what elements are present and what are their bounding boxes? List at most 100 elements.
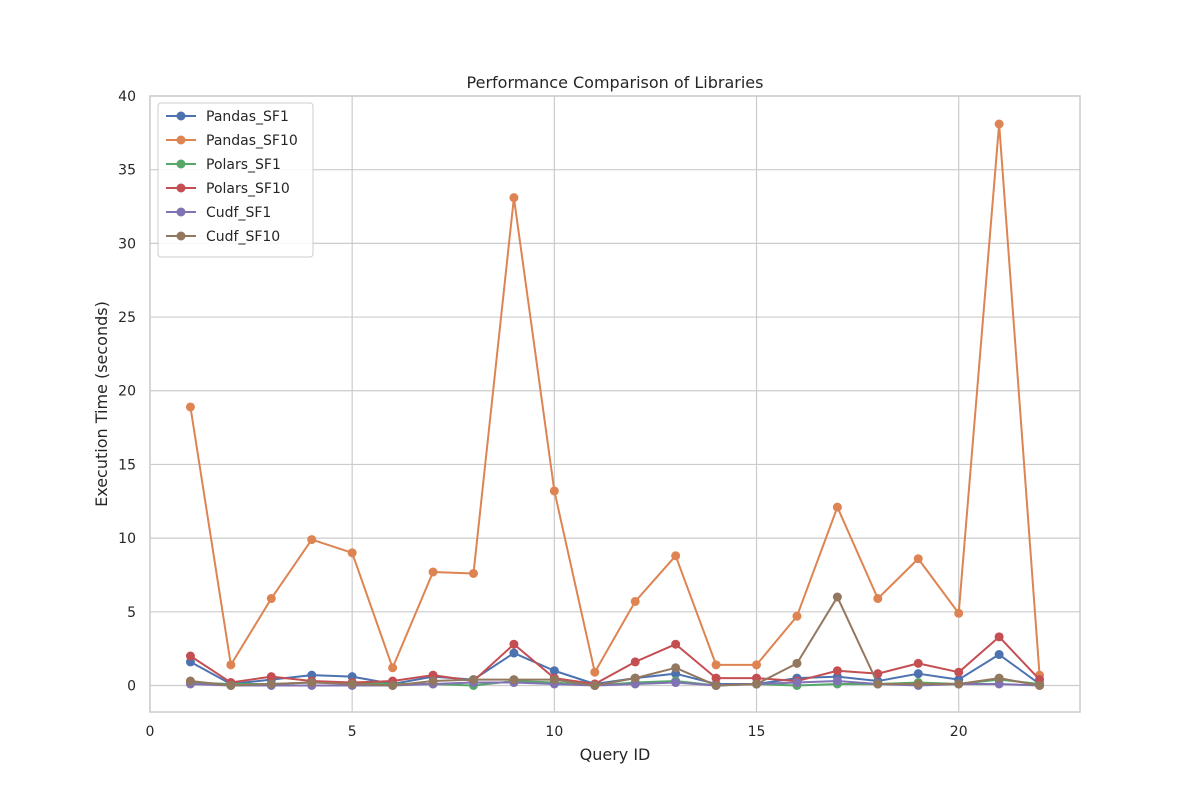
data-point <box>549 675 559 685</box>
data-point <box>954 608 964 618</box>
data-point <box>185 402 195 412</box>
legend-label: Pandas_SF1 <box>206 109 289 125</box>
data-point <box>468 675 478 685</box>
data-point <box>428 676 438 686</box>
data-point <box>994 119 1004 129</box>
data-point <box>832 666 842 676</box>
data-point <box>226 680 236 690</box>
x-tick-label: 15 <box>748 724 766 740</box>
y-tick-label: 35 <box>118 163 136 179</box>
legend-frame <box>157 102 314 258</box>
data-point <box>428 567 438 577</box>
legend-item: Cudf_SF1 <box>166 205 271 221</box>
legend-swatch-marker <box>176 207 186 217</box>
data-point <box>266 594 276 604</box>
data-point <box>873 594 883 604</box>
data-point <box>913 554 923 564</box>
data-point <box>752 660 762 670</box>
data-point <box>913 679 923 689</box>
data-point <box>873 669 883 679</box>
data-point <box>630 596 640 606</box>
data-point <box>913 669 923 679</box>
y-tick-label: 25 <box>118 310 136 326</box>
y-axis: 0 5 10 15 20 25 30 35 40 <box>118 89 136 694</box>
x-tick-label: 20 <box>950 724 968 740</box>
data-point <box>509 193 519 203</box>
legend-item: Pandas_SF1 <box>166 109 289 125</box>
y-tick-label: 20 <box>118 384 136 400</box>
data-point <box>994 650 1004 660</box>
series-line <box>189 635 1041 685</box>
series-pandas-sf10 <box>185 119 1045 680</box>
data-point <box>711 660 721 670</box>
data-point <box>671 663 681 673</box>
legend-label: Polars_SF1 <box>206 157 281 173</box>
data-point <box>671 639 681 649</box>
legend-swatch-marker <box>176 183 186 193</box>
data-point <box>266 679 276 689</box>
data-point <box>630 657 640 667</box>
data-point <box>509 648 519 658</box>
legend-swatch-marker <box>176 231 186 241</box>
data-point <box>549 486 559 496</box>
data-point <box>832 592 842 602</box>
y-tick-label: 30 <box>118 236 136 252</box>
data-point <box>994 673 1004 683</box>
y-tick-label: 0 <box>127 678 136 694</box>
x-tick-label: 0 <box>146 724 155 740</box>
data-point <box>994 632 1004 642</box>
data-point <box>185 651 195 661</box>
data-point <box>388 680 398 690</box>
data-point <box>1035 680 1045 690</box>
data-point <box>266 672 276 682</box>
data-point <box>509 639 519 649</box>
series-line <box>189 123 1041 676</box>
legend-item: Cudf_SF10 <box>166 229 280 245</box>
x-axis: 0 5 10 15 20 <box>146 724 968 740</box>
data-point <box>752 679 762 689</box>
data-point <box>630 673 640 683</box>
x-tick-label: 10 <box>545 724 563 740</box>
legend-item: Pandas_SF10 <box>166 133 298 149</box>
data-point <box>185 676 195 686</box>
data-point <box>509 675 519 685</box>
data-point <box>226 660 236 670</box>
data-point <box>590 680 600 690</box>
data-point <box>792 658 802 668</box>
data-point <box>792 611 802 621</box>
data-point <box>549 666 559 676</box>
data-point <box>954 679 964 689</box>
y-tick-label: 15 <box>118 457 136 473</box>
legend-label: Cudf_SF10 <box>206 229 280 245</box>
legend-swatch-marker <box>176 135 186 145</box>
legend: Pandas_SF1 Pandas_SF10 Polars_SF1 Polars_SF… <box>157 102 314 258</box>
data-point <box>873 679 883 689</box>
data-point <box>347 548 357 558</box>
data-point <box>671 551 681 561</box>
data-point <box>792 678 802 688</box>
data-point <box>590 667 600 677</box>
data-point <box>388 663 398 673</box>
y-tick-label: 5 <box>127 605 136 621</box>
data-point <box>307 678 317 688</box>
plot-frame <box>149 95 1081 713</box>
legend-label: Cudf_SF1 <box>206 205 271 221</box>
data-point <box>307 535 317 545</box>
data-point <box>711 680 721 690</box>
series-group <box>185 119 1045 690</box>
legend-label: Pandas_SF10 <box>206 133 298 149</box>
series-cudf-sf10 <box>185 592 1045 690</box>
legend-swatch-marker <box>176 111 186 121</box>
y-tick-label: 10 <box>118 531 136 547</box>
data-point <box>347 679 357 689</box>
legend-item: Polars_SF10 <box>166 181 290 197</box>
legend-swatch-marker <box>176 159 186 169</box>
series-line <box>190 596 1040 687</box>
x-tick-label: 5 <box>348 724 357 740</box>
data-point <box>671 678 681 688</box>
legend-item: Polars_SF1 <box>166 157 281 173</box>
y-axis-label: Execution Time (seconds) <box>92 301 111 507</box>
data-point <box>711 673 721 683</box>
data-point <box>468 568 478 578</box>
